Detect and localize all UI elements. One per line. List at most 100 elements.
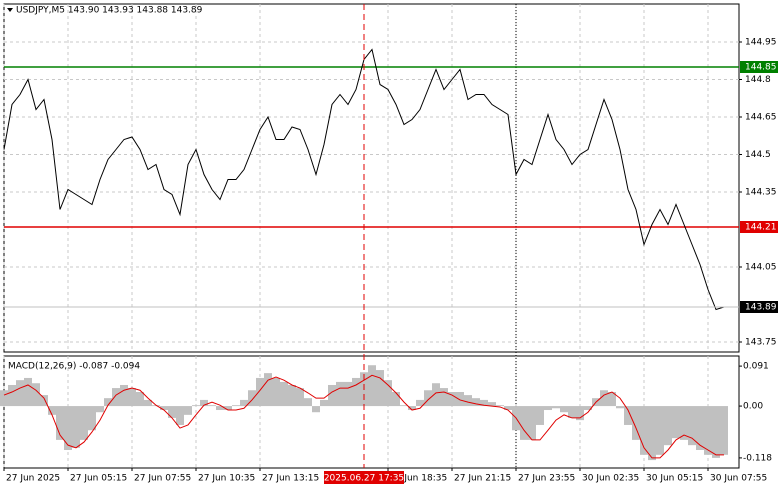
x-tick-label: 27 Jun 05:15 [70,474,127,484]
macd-bar [32,383,40,407]
x-tick-label: 27 Jun 21:15 [454,474,511,484]
macd-title: MACD(12,26,9) -0.087 -0.094 [8,362,140,372]
macd-bar [616,406,624,409]
macd-bar [136,392,144,407]
macd-bar [520,406,528,440]
macd-bar [80,406,88,440]
macd-bar [568,406,576,418]
macd-bar [536,406,544,425]
macd-bar [528,406,536,440]
macd-bar [680,406,688,440]
macd-bar [336,381,344,407]
y-tick-label: 144.35 [745,188,777,198]
macd-bar [656,406,664,455]
macd-bar [144,399,152,407]
macd-bar [480,399,488,407]
macd-bar [376,370,384,407]
macd-bar [632,406,640,440]
macd-bar [296,388,304,407]
macd-bar [576,406,584,421]
macd-bar [16,380,24,407]
macd-bar [408,406,416,411]
level-label: 144.85 [745,63,777,73]
macd-bar [112,388,120,407]
macd-bar [504,406,512,411]
macd-bar [328,384,336,407]
x-tick-label: 27 Jun 2025 [6,474,60,484]
y-tick-label: 144.8 [745,75,771,85]
macd-bar [344,381,352,407]
macd-bar [176,406,184,425]
last-price-box [740,301,778,313]
macd-bar [88,406,96,431]
macd-bar [352,377,360,407]
macd-bar [272,377,280,407]
macd-bar [96,406,104,413]
macd-bar [200,399,208,407]
x-tick-label: 27 Jun 07:55 [134,474,191,484]
macd-bar [624,406,632,425]
macd-bar [72,406,80,448]
y-tick-label: 143.75 [745,338,777,348]
macd-bar [608,392,616,407]
price-panel [3,3,740,353]
macd-bar [712,406,720,458]
macd-bar [184,406,192,415]
macd-bar [216,406,224,411]
macd-bar [168,406,176,418]
macd-bar [600,390,608,407]
macd-bar [8,384,16,407]
macd-bar [56,406,64,440]
macd-bar [120,384,128,407]
macd-bar [384,380,392,407]
signal-line [3,374,724,459]
macd-bar [432,383,440,407]
macd-bar [464,395,472,407]
y-tick-label: 0.091 [743,362,769,372]
x-tick-label: 27 Jun 23:55 [518,474,575,484]
y-tick-label: -0.118 [743,453,772,463]
macd-bar [248,390,256,407]
macd-bar [160,406,168,411]
macd-bar [488,402,496,407]
macd-bar [240,399,248,407]
macd-bar [40,395,48,407]
macd-bar [456,392,464,407]
macd-bar [584,406,592,411]
macd-bar [448,392,456,407]
level-label-box [740,221,778,233]
x-tick-label: 27 Jun 18:35 [390,474,447,484]
macd-bar [64,406,72,450]
macd-bar [416,399,424,407]
macd-bar [440,388,448,407]
macd-bar [648,406,656,461]
macd-bar [312,406,320,413]
macd-bar [400,405,408,407]
chart-title: USDJPY,M5 143.90 143.93 143.88 143.89 [16,6,203,16]
macd-bar [280,381,288,407]
macd-bar [264,373,272,407]
macd-bar [256,377,264,407]
macd-bar [224,406,232,411]
macd-bar [304,398,312,407]
crosshair-label-box [324,471,404,484]
macd-bar [232,405,240,407]
crosshair-label: 2025.06.27 17:35 [324,474,404,484]
macd-bar [320,399,328,407]
y-tick-label: 144.05 [745,263,777,273]
macd-bar [392,392,400,407]
macd-bar [472,398,480,407]
macd-bar [424,390,432,407]
macd-bar [560,406,568,413]
macd-bar [288,384,296,407]
x-tick-label: 27 Jun 10:35 [198,474,255,484]
macd-bar [128,388,136,407]
macd-bar [696,406,704,450]
macd-bar [104,398,112,407]
x-tick-label: 30 Jun 02:35 [582,474,639,484]
level-label-box [740,61,778,73]
level-label: 144.21 [745,223,777,233]
macd-bar [208,405,216,407]
y-tick-label: 0.00 [743,402,763,412]
